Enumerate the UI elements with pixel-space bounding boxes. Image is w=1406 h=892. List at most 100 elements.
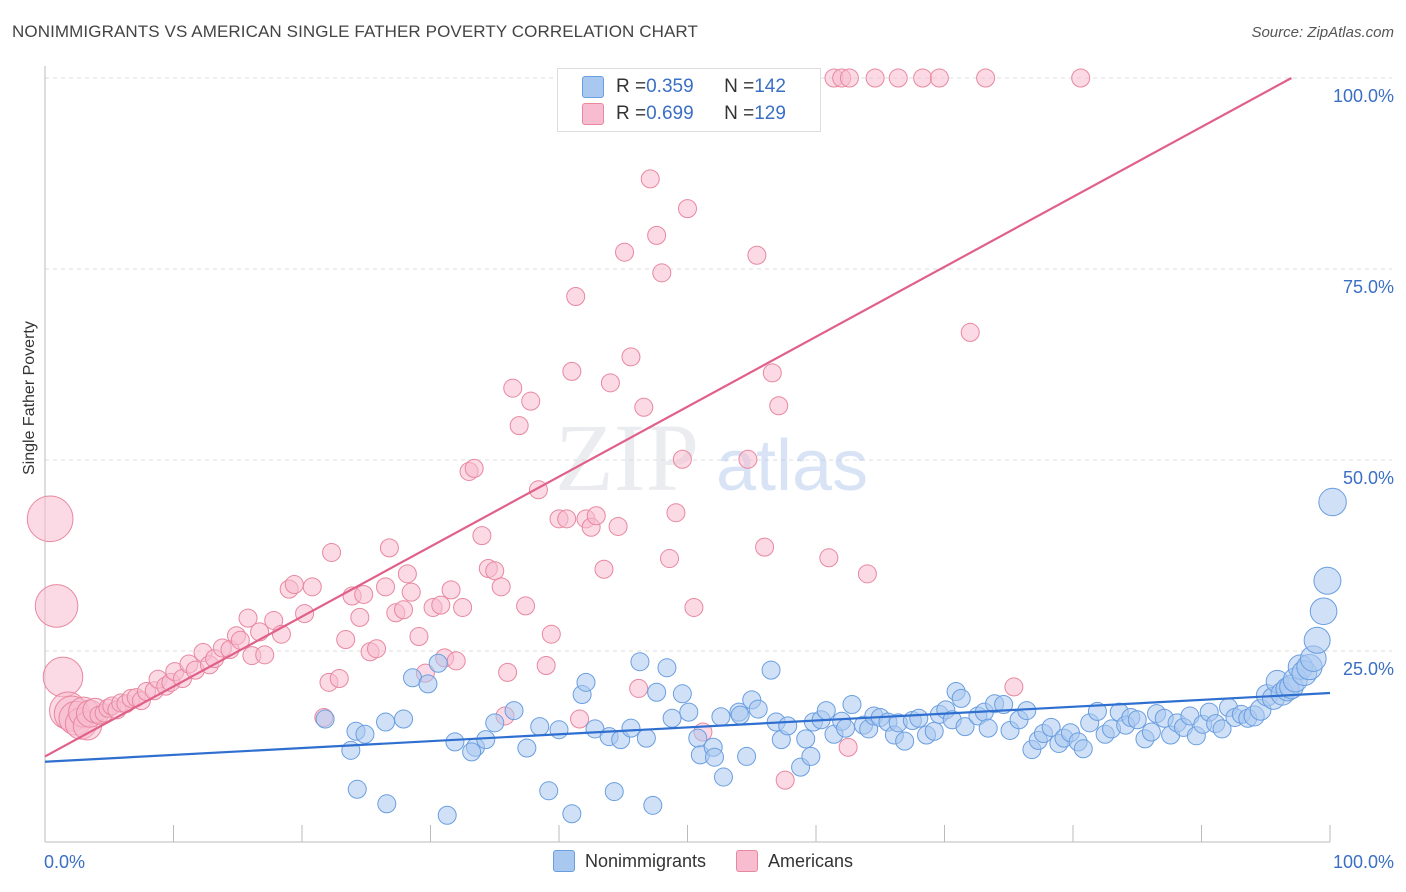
nonimmigrants-point	[679, 702, 699, 722]
nonimmigrants-point	[647, 682, 667, 702]
americans-point	[397, 564, 417, 584]
nonimmigrants-point	[688, 728, 708, 748]
americans-point	[453, 597, 473, 617]
nonimmigrants-point	[978, 718, 998, 738]
americans-point	[34, 584, 79, 628]
nonimmigrants-point	[643, 795, 663, 815]
axes	[44, 66, 1331, 843]
americans-point	[350, 607, 370, 627]
nonimmigrants-point	[485, 713, 505, 733]
americans-point	[367, 639, 387, 659]
nonimmigrants-point	[1309, 597, 1338, 626]
americans-point	[536, 656, 556, 676]
nonimmigrants-point	[796, 729, 816, 749]
americans-point	[1004, 677, 1024, 697]
x-tick-label: 0.0%	[44, 852, 86, 872]
nonimmigrants-point	[517, 738, 537, 758]
nonimmigrants-point	[394, 709, 414, 729]
legend-item-nonimmigrants: Nonimmigrants	[552, 850, 706, 872]
nonimmigrants-point	[713, 767, 733, 787]
americans-point	[839, 68, 859, 88]
americans-point	[608, 516, 628, 536]
americans-point	[541, 624, 561, 644]
legend-swatch-nonimmigrants	[582, 76, 604, 98]
americans-point	[615, 242, 635, 262]
americans-point	[379, 538, 399, 558]
x-tick-label: 100.0%	[1332, 852, 1394, 872]
nonimmigrants-point	[662, 708, 682, 728]
nonimmigrants-point	[355, 724, 375, 744]
legend-item-americans: Americans	[736, 850, 853, 872]
americans-point	[329, 669, 349, 689]
americans-point	[762, 363, 782, 383]
nonimmigrants-point	[951, 688, 971, 708]
americans-point	[491, 577, 511, 597]
legend-label-nonimmigrants: Nonimmigrants	[584, 850, 706, 871]
nonimmigrants-point	[1041, 717, 1061, 737]
americans-point	[586, 506, 606, 526]
americans-point	[562, 361, 582, 381]
nonimmigrants-point	[315, 709, 335, 729]
americans-point	[666, 503, 686, 523]
americans-point	[621, 347, 641, 367]
legend-swatch-americans	[736, 850, 758, 872]
americans-point	[336, 630, 356, 650]
nonimmigrants-point	[1318, 487, 1347, 517]
legend-r-value: 0.699	[646, 103, 694, 124]
americans-point	[865, 68, 885, 88]
nonimmigrants-point	[672, 684, 692, 704]
nonimmigrants-point	[562, 804, 582, 824]
americans-point	[566, 287, 586, 307]
nonimmigrants-point	[955, 717, 975, 737]
americans-point	[464, 458, 484, 478]
americans-point	[42, 656, 84, 698]
americans-point	[498, 662, 518, 682]
nonimmigrants-point	[801, 746, 821, 766]
americans-point	[354, 584, 374, 604]
nonimmigrants-point	[376, 712, 396, 732]
americans-point	[672, 449, 692, 469]
nonimmigrants-point	[1313, 566, 1342, 595]
source-label: Source: ZipAtlas.com	[1251, 24, 1394, 41]
americans-point	[738, 449, 758, 469]
y-tick-label: 25.0%	[1342, 659, 1394, 679]
nonimmigrants-trend-line	[44, 691, 1331, 763]
americans-point	[888, 68, 908, 88]
legend-r-value: 0.359	[646, 76, 694, 97]
americans-point	[431, 595, 451, 615]
americans-point	[838, 737, 858, 757]
americans-point	[857, 564, 877, 584]
legend-n-value: 142	[754, 76, 786, 97]
nonimmigrants-point	[621, 718, 641, 738]
nonimmigrants-point	[549, 720, 569, 740]
y-tick-label: 75.0%	[1342, 277, 1394, 297]
legend-n-label: N =	[724, 103, 755, 124]
legend-r-label: R =	[616, 76, 647, 97]
nonimmigrants-point	[630, 652, 650, 672]
nonimmigrants-point	[842, 694, 862, 714]
nonimmigrants-point	[1087, 701, 1107, 721]
y-tick-label: 50.0%	[1342, 468, 1394, 488]
americans-point	[401, 582, 421, 602]
americans-point	[485, 561, 505, 581]
americans-point	[570, 709, 590, 729]
americans-point	[376, 577, 396, 597]
nonimmigrants-point	[778, 716, 798, 736]
series-americans	[26, 68, 1091, 790]
legend-n-value: 129	[754, 103, 786, 124]
americans-point	[634, 397, 654, 417]
legend-row-americans: R = 0.699 N = 129	[582, 102, 786, 126]
nonimmigrants-point	[445, 732, 465, 752]
legend-r-label: R =	[616, 103, 647, 124]
americans-point	[255, 645, 275, 665]
nonimmigrants-point	[1141, 722, 1161, 742]
nonimmigrants-point	[504, 701, 524, 721]
americans-point	[521, 391, 541, 411]
trend-lines	[44, 77, 1331, 763]
nonimmigrants-point	[994, 694, 1014, 714]
americans-point	[594, 559, 614, 579]
americans-point	[472, 526, 492, 546]
americans-point	[684, 597, 704, 617]
americans-trend-line	[44, 77, 1292, 758]
